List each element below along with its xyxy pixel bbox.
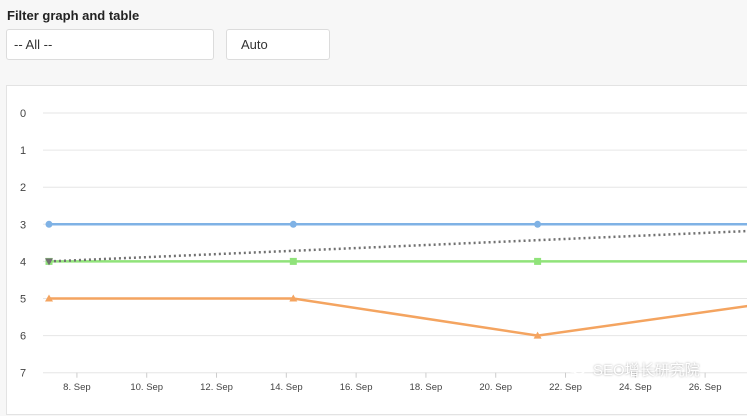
data-point	[533, 331, 542, 339]
data-point	[534, 220, 542, 228]
watermark-text: SEO增长研究院	[593, 361, 700, 379]
x-tick-label: 26. Sep	[689, 382, 722, 393]
data-point	[534, 257, 542, 265]
category-select[interactable]: -- All --	[6, 29, 214, 60]
x-tick-label: 12. Sep	[200, 382, 233, 393]
y-tick-label: 1	[20, 145, 26, 157]
y-tick-label: 4	[20, 256, 26, 268]
x-tick-label: 18. Sep	[410, 382, 443, 393]
x-tick-label: 24. Sep	[619, 382, 652, 393]
data-point	[45, 258, 53, 266]
line-chart: 0 1 2 3 4 5 6 7 8. Sep 10. Sep 12. Sep 14. Sep 16. S…	[20, 108, 747, 393]
mode-select[interactable]: Auto	[226, 29, 330, 60]
y-tick-label: 5	[20, 294, 26, 306]
series-line	[49, 297, 747, 337]
x-tick-label: 16. Sep	[340, 382, 373, 393]
filter-title: Filter graph and table	[7, 8, 140, 23]
x-tick-label: 14. Sep	[270, 382, 303, 393]
y-tick-label: 7	[20, 368, 26, 380]
data-point	[45, 294, 53, 302]
y-tick-label: 0	[20, 108, 26, 120]
data-point	[289, 257, 297, 265]
data-point	[45, 220, 53, 228]
watermark: SEO增长研究院	[565, 358, 700, 380]
y-tick-label: 2	[20, 182, 26, 194]
y-tick-label: 6	[20, 331, 26, 343]
series-line	[48, 229, 747, 263]
data-point	[289, 294, 298, 302]
x-tick-label: 20. Sep	[479, 382, 512, 393]
y-tick-label: 3	[20, 219, 26, 231]
x-tick-label: 8. Sep	[63, 382, 90, 393]
wechat-icon	[565, 358, 587, 380]
x-tick-label: 10. Sep	[130, 382, 163, 393]
chart-panel: 0 1 2 3 4 5 6 7 8. Sep 10. Sep 12. Sep 14. Sep 16. S…	[6, 85, 747, 415]
data-point	[289, 220, 297, 228]
x-tick-label: 22. Sep	[549, 382, 582, 393]
